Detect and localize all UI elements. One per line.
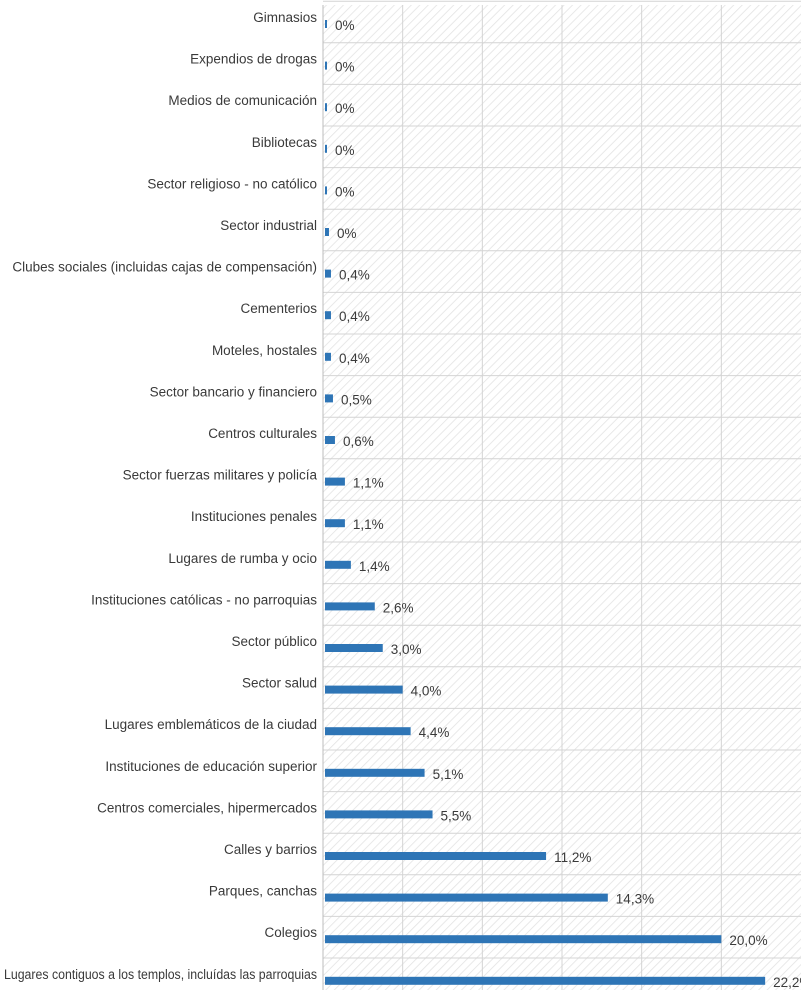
category-label: Gimnasios: [253, 10, 317, 25]
bar: [325, 519, 345, 528]
value-label: 1,1%: [353, 517, 384, 532]
value-label: 2,6%: [383, 600, 414, 615]
bar: [325, 768, 425, 777]
bar: [325, 602, 375, 611]
category-label: Centros culturales: [208, 426, 317, 441]
value-label: 0,4%: [339, 268, 370, 283]
category-label: Sector salud: [242, 676, 317, 691]
category-label: Colegios: [264, 925, 317, 940]
value-label: 1,4%: [359, 559, 390, 574]
value-label: 4,0%: [411, 684, 442, 699]
bar: [325, 810, 433, 819]
bar: [325, 20, 327, 28]
category-label: Sector industrial: [220, 218, 317, 233]
bar: [325, 893, 608, 902]
bar: [325, 685, 403, 694]
category-label: Instituciones de educación superior: [105, 759, 317, 774]
category-label: Bibliotecas: [252, 135, 318, 150]
value-label: 3,0%: [391, 642, 422, 657]
bar: [325, 144, 327, 153]
bar: [325, 103, 327, 112]
bar: [325, 477, 345, 486]
bar: [325, 228, 329, 236]
bar: [325, 186, 327, 195]
value-label: 0%: [337, 226, 357, 241]
category-label: Sector religioso - no católico: [147, 176, 317, 191]
bar: [325, 436, 335, 444]
category-label: Calles y barrios: [224, 842, 317, 857]
value-label: 5,5%: [441, 808, 472, 823]
category-label: Parques, canchas: [209, 884, 317, 899]
bar: [325, 644, 383, 652]
category-label: Sector público: [231, 634, 317, 649]
category-label: Lugares contiguos a los templos, incluíd…: [4, 967, 317, 982]
category-label: Lugares emblemáticos de la ciudad: [105, 717, 317, 732]
category-label: Centros comerciales, hipermercados: [97, 800, 317, 815]
bar: [325, 935, 722, 944]
value-label: 0%: [335, 18, 355, 33]
category-label: Moteles, hostales: [212, 343, 317, 358]
bar: [325, 61, 327, 70]
value-label: 5,1%: [433, 767, 464, 782]
value-label: 0%: [335, 60, 355, 75]
value-label: 14,3%: [616, 892, 654, 907]
bar: [325, 352, 331, 361]
category-label: Clubes sociales (incluidas cajas de comp…: [12, 260, 317, 275]
bar: [325, 852, 547, 860]
category-label: Expendios de drogas: [190, 52, 317, 67]
value-label: 0,4%: [339, 351, 370, 366]
value-label: 20,0%: [729, 933, 767, 948]
category-label: Instituciones penales: [191, 509, 317, 524]
category-label: Cementerios: [240, 301, 317, 316]
value-label: 4,4%: [419, 725, 450, 740]
bar: [325, 560, 351, 569]
value-label: 0,4%: [339, 309, 370, 324]
category-label: Sector fuerzas militares y policía: [123, 468, 318, 483]
value-label: 0%: [335, 184, 355, 199]
category-label: Instituciones católicas - no parroquias: [91, 592, 317, 607]
value-label: 22,2%: [773, 975, 801, 990]
category-label: Sector bancario y financiero: [150, 384, 317, 399]
bar: [325, 269, 331, 278]
bar: [325, 976, 766, 985]
bar: [325, 727, 411, 736]
value-label: 0%: [335, 143, 355, 158]
bar: [325, 311, 331, 320]
bar: [325, 394, 333, 403]
category-label: Lugares de rumba y ocio: [168, 551, 317, 566]
value-label: 0,5%: [341, 392, 372, 407]
value-label: 0,6%: [343, 434, 374, 449]
value-label: 1,1%: [353, 476, 384, 491]
value-label: 11,2%: [554, 850, 591, 865]
value-label: 0%: [335, 101, 355, 116]
category-label: Medios de comunicación: [168, 93, 317, 108]
